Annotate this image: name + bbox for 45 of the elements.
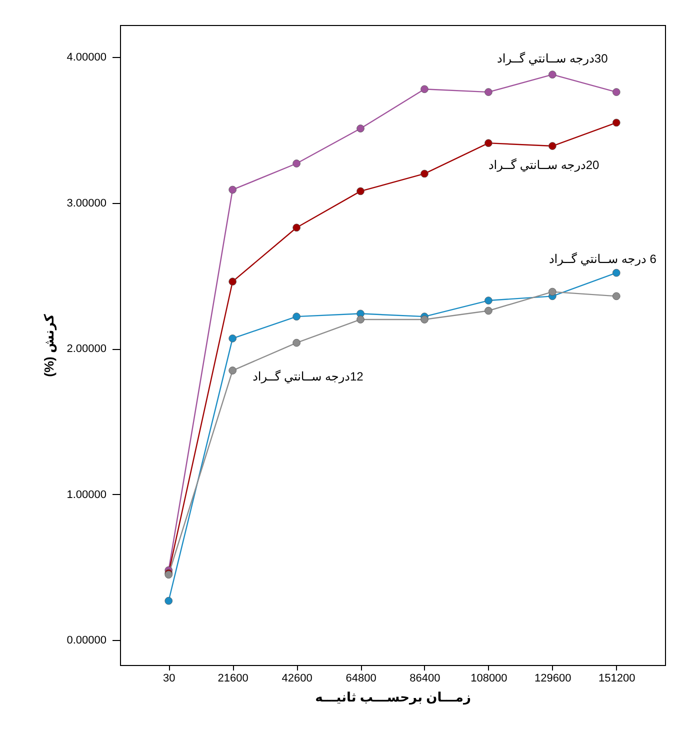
x-tick-label: 108000 — [470, 672, 508, 684]
y-tick-label: 0.00000 — [66, 634, 106, 647]
series-label: 12درجه ســانتي گــراد — [252, 370, 364, 384]
point — [292, 224, 300, 232]
point — [420, 316, 428, 324]
point — [612, 292, 620, 300]
x-tick-label: 86400 — [410, 672, 440, 684]
point — [612, 118, 620, 127]
x-axis-title: زمـــان برحســـب ثانيـــه — [315, 690, 471, 706]
x-tick-label: 129600 — [534, 672, 572, 684]
x-tick-label: 151200 — [598, 672, 636, 684]
point — [164, 596, 173, 605]
point — [548, 70, 556, 78]
point — [356, 316, 364, 324]
point — [228, 366, 236, 374]
x-tick-label: 42600 — [282, 672, 312, 684]
x-tick-label: 64800 — [346, 672, 376, 684]
y-tick-label: 3.00000 — [66, 197, 106, 210]
point — [612, 88, 620, 96]
point — [292, 338, 300, 347]
y-tick-label: 4.00000 — [66, 52, 106, 64]
point — [292, 312, 300, 320]
series-label: 6 درجه ســانتي گــراد — [548, 252, 657, 266]
point — [228, 186, 236, 194]
point — [420, 85, 428, 94]
series-label: 30درجه ســانتي گــراد — [497, 52, 608, 66]
point — [292, 160, 300, 168]
point — [228, 278, 236, 286]
point — [228, 334, 236, 342]
point — [484, 296, 492, 304]
x-tick-label: 30 — [162, 672, 176, 684]
x-tick-label: 21600 — [218, 672, 248, 684]
point — [356, 187, 364, 196]
point — [484, 306, 492, 315]
y-tick-label: 1.00000 — [66, 488, 106, 501]
y-tick-label: 2.00000 — [66, 343, 106, 356]
point — [484, 139, 492, 147]
point — [548, 288, 556, 296]
point — [356, 124, 364, 132]
y-axis-title: کرنش (%) — [42, 314, 58, 377]
series-label: 20درجه ســانتي گــراد — [488, 158, 600, 172]
point — [420, 170, 428, 178]
point — [484, 88, 492, 96]
point — [612, 268, 620, 277]
point — [548, 142, 556, 150]
